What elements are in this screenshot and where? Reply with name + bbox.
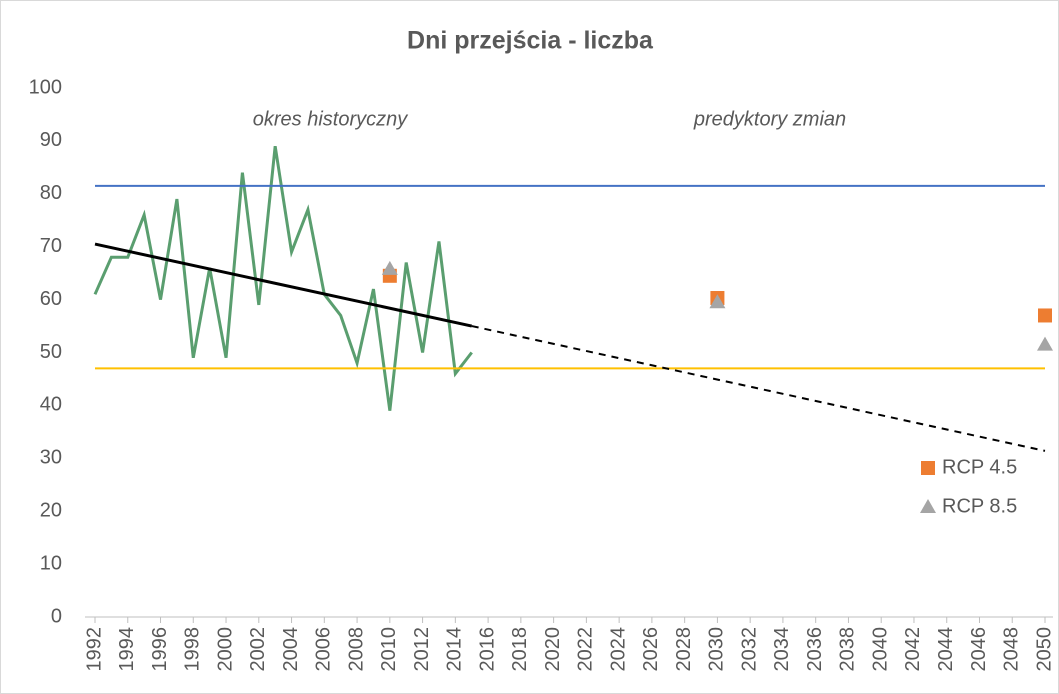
x-tick-label: 2040 <box>869 627 891 672</box>
marker-triangle <box>1037 336 1053 351</box>
x-tick-label: 2018 <box>509 627 531 672</box>
y-tick-label: 70 <box>40 235 62 257</box>
x-tick-label: 2026 <box>640 627 662 672</box>
annotation: okres historyczny <box>253 108 408 130</box>
x-tick-label: 2002 <box>247 627 269 672</box>
x-tick-label: 2006 <box>313 627 335 672</box>
line <box>471 325 1046 452</box>
legend-label: RCP 4.5 <box>942 456 1017 478</box>
x-tick-label: 2030 <box>706 627 728 672</box>
x-tick-label: 2010 <box>378 627 400 672</box>
x-tick-label: 1996 <box>149 627 171 672</box>
line <box>93 145 473 411</box>
x-tick-label: 2012 <box>411 627 433 672</box>
x-tick-label: 2046 <box>968 627 990 672</box>
legend-swatch <box>921 461 935 475</box>
y-tick-label: 60 <box>40 288 62 310</box>
x-tick-label: 1998 <box>182 627 204 672</box>
x-tick-label: 2014 <box>444 627 466 672</box>
y-tick-label: 10 <box>40 552 62 574</box>
x-tick-label: 2044 <box>935 627 957 672</box>
x-tick-label: 2016 <box>476 627 498 672</box>
marker-triangle <box>381 260 398 275</box>
x-tick-label: 2008 <box>345 627 367 672</box>
chart-title: Dni przejścia - liczba <box>407 27 654 55</box>
y-tick-label: 80 <box>40 182 62 204</box>
x-tick-label: 2004 <box>280 627 302 672</box>
x-tick-label: 2028 <box>673 627 695 672</box>
legend-label: RCP 8.5 <box>942 495 1017 517</box>
marker-square <box>1038 308 1052 323</box>
x-tick-label: 1994 <box>116 627 138 672</box>
x-tick-label: 2038 <box>837 627 859 672</box>
x-tick-label: 2034 <box>771 627 793 672</box>
x-tick-label: 2032 <box>738 627 760 672</box>
x-tick-label: 2020 <box>542 627 564 672</box>
y-tick-label: 40 <box>40 394 62 416</box>
line <box>94 242 473 328</box>
x-tick-label: 2042 <box>902 627 924 672</box>
x-tick-label: 2024 <box>607 627 629 672</box>
annotation: predyktory zmian <box>693 108 846 130</box>
x-tick-label: 2022 <box>575 627 597 672</box>
y-tick-label: 50 <box>40 341 62 363</box>
y-tick-label: 100 <box>29 76 62 98</box>
x-tick-label: 1992 <box>83 627 105 672</box>
y-tick-label: 30 <box>40 447 62 469</box>
x-tick-label: 2050 <box>1033 627 1055 672</box>
legend-swatch <box>920 499 936 513</box>
x-tick-label: 2036 <box>804 627 826 672</box>
y-tick-label: 0 <box>51 605 62 627</box>
y-tick-label: 90 <box>40 129 62 151</box>
marker-triangle <box>709 294 726 309</box>
y-tick-label: 20 <box>40 499 62 521</box>
x-tick-label: 2048 <box>1001 627 1023 672</box>
x-tick-label: 2000 <box>214 627 236 672</box>
